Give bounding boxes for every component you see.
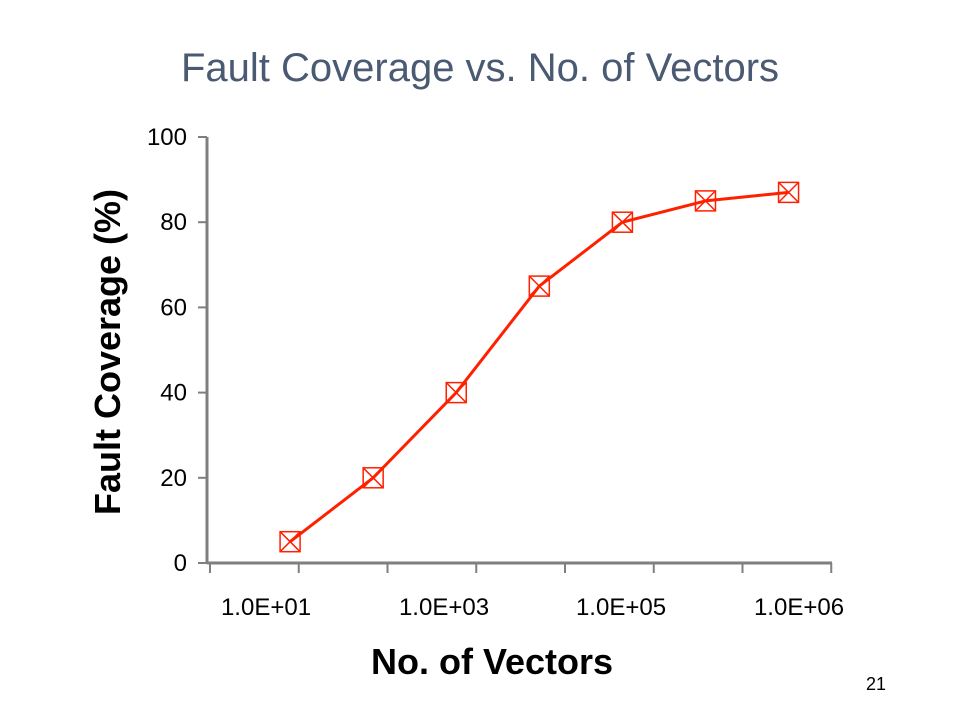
chart-title: Fault Coverage vs. No. of Vectors: [180, 46, 780, 90]
data-point-marker: [528, 275, 551, 297]
x-tick-label: 1.0E+01: [221, 594, 311, 621]
y-tick-label: 100: [147, 124, 187, 151]
data-point-marker: [445, 381, 467, 404]
x-axis-title: No. of Vectors: [371, 641, 613, 682]
y-tick-label: 0: [174, 550, 187, 577]
page-number: 21: [865, 674, 887, 694]
y-tick-label: 40: [160, 380, 187, 407]
series-line: [289, 190, 789, 543]
x-tick-label: 1.0E+05: [576, 594, 666, 621]
y-tick-label: 20: [160, 465, 187, 492]
y-tick-label: 60: [160, 294, 187, 321]
series-group: [279, 181, 800, 553]
y-axis-title: Fault Coverage (%): [87, 189, 128, 515]
data-point-marker: [777, 181, 800, 204]
x-tick-label: 1.0E+03: [399, 594, 489, 621]
axes: 0 20 40 60 80 100 1.0E+01 1.0E+03 1.0E+05 1.0E+06: [147, 124, 844, 621]
y-tick-label: 80: [160, 209, 187, 236]
x-tick-label: 1.0E+06: [754, 594, 844, 621]
data-point-marker: [279, 530, 301, 553]
data-point-marker: [611, 211, 634, 233]
data-point-marker: [362, 467, 384, 489]
data-point-marker: [694, 190, 717, 212]
